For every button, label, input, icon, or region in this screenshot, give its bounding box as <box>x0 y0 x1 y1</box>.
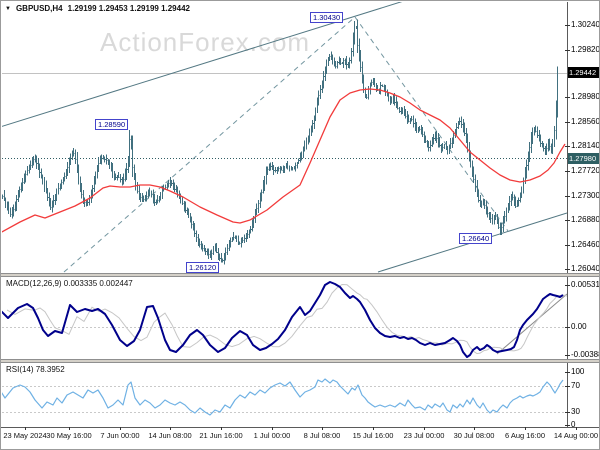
current-price-flag: 1.29442 <box>568 67 600 78</box>
price-tick-1.28140: 1.28140 <box>571 141 600 150</box>
candlestick-bars <box>2 19 558 265</box>
macd-tick--0.003885: -0.003885 <box>571 350 600 359</box>
ohlc-values: 1.29199 1.29453 1.29199 1.29442 <box>67 4 190 13</box>
rsi-tick-70: 70 <box>571 381 580 390</box>
macd-indicator-label: MACD(12,26,9) 0.003335 0.002447 <box>6 279 133 288</box>
moving-average-line[interactable] <box>0 88 566 233</box>
time-label: 8 Jul 08:00 <box>303 431 341 440</box>
time-label: 21 Jun 16:00 <box>199 431 243 440</box>
price-callout-1.26120[interactable]: 1.26120 <box>186 262 220 273</box>
rsi-tick-30: 30 <box>571 407 580 416</box>
macd-signal-line <box>6 283 567 355</box>
price-tick-1.28980: 1.28980 <box>571 92 600 101</box>
level-price-flag: 1.27980 <box>568 153 600 164</box>
price-callout-1.26640[interactable]: 1.26640 <box>459 233 493 244</box>
price-tick-1.26880: 1.26880 <box>571 215 600 224</box>
time-label: 7 Jun 00:00 <box>100 431 140 440</box>
time-label: 15 Jul 16:00 <box>352 431 394 440</box>
symbol-label: GBPUSD,H4 <box>15 4 63 13</box>
time-label: 23 Jul 00:00 <box>403 431 445 440</box>
watermark: ActionForex.com <box>100 27 311 57</box>
time-label: 23 May 2024 <box>3 431 47 440</box>
price-callout-1.30430[interactable]: 1.30430 <box>310 12 344 23</box>
price-panel[interactable] <box>0 0 567 273</box>
price-tick-1.26460: 1.26460 <box>571 240 600 249</box>
macd-tick-0.00: 0.00 <box>571 322 587 331</box>
symbol-dropdown-icon[interactable]: ▼ <box>5 5 11 12</box>
price-callout-1.28590[interactable]: 1.28590 <box>95 119 129 130</box>
rsi-tick-100: 100 <box>571 367 585 376</box>
time-label: 6 Aug 16:00 <box>504 431 546 440</box>
rsi-indicator-label: RSI(14) 78.3952 <box>6 365 65 374</box>
panel-separator-rsi[interactable] <box>0 359 600 363</box>
macd-tick-0.005314: 0.005314 <box>571 280 600 289</box>
macd-panel[interactable] <box>0 281 570 358</box>
panel-separator-macd[interactable] <box>0 273 600 277</box>
dashed-falling-trendline[interactable] <box>354 16 509 232</box>
price-tick-1.26040: 1.26040 <box>571 264 600 273</box>
rsi-panel[interactable] <box>0 378 567 416</box>
price-tick-1.28560: 1.28560 <box>571 117 600 126</box>
macd-trendline[interactable] <box>496 293 567 355</box>
price-tick-1.29820: 1.29820 <box>571 45 600 54</box>
dashed-rising-trendline[interactable] <box>63 16 356 273</box>
price-tick-1.27720: 1.27720 <box>571 166 600 175</box>
time-label: 14 Jun 08:00 <box>148 431 192 440</box>
price-tick-1.27300: 1.27300 <box>571 191 600 200</box>
time-label: 14 Aug 00:00 <box>553 431 599 440</box>
time-label: 30 May 16:00 <box>46 431 92 440</box>
time-label: 1 Jul 00:00 <box>253 431 291 440</box>
rsi-line <box>2 378 564 416</box>
price-tick-1.30240: 1.30240 <box>571 20 600 29</box>
time-label: 30 Jul 08:00 <box>453 431 495 440</box>
symbol-ohlc-line: ▼ GBPUSD,H4 1.29199 1.29453 1.29199 1.29… <box>5 4 190 13</box>
callout-connectors <box>133 17 501 267</box>
macd-main-line <box>2 281 564 358</box>
rsi-tick-0: 0 <box>571 420 576 429</box>
